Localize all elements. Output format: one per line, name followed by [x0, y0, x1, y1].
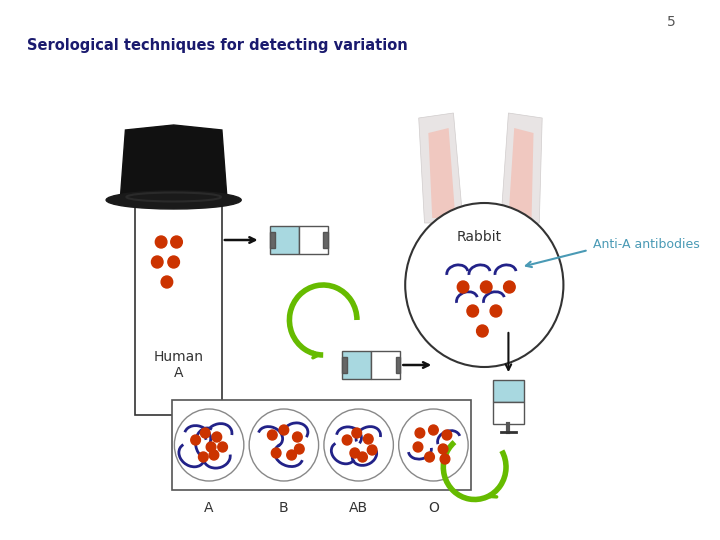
Ellipse shape: [106, 191, 241, 209]
Circle shape: [174, 409, 244, 481]
Circle shape: [490, 305, 502, 317]
Circle shape: [364, 434, 373, 444]
Polygon shape: [428, 128, 455, 218]
Circle shape: [249, 409, 319, 481]
FancyBboxPatch shape: [372, 351, 400, 379]
Circle shape: [200, 428, 210, 438]
Circle shape: [350, 448, 359, 458]
Circle shape: [477, 325, 488, 337]
FancyBboxPatch shape: [135, 205, 222, 415]
FancyBboxPatch shape: [299, 226, 328, 254]
Text: Rabbit: Rabbit: [457, 230, 502, 244]
Text: B: B: [279, 501, 289, 515]
Polygon shape: [500, 113, 542, 223]
Circle shape: [399, 409, 468, 481]
Circle shape: [271, 448, 281, 458]
Text: O: O: [428, 501, 439, 515]
Circle shape: [428, 425, 438, 435]
Circle shape: [199, 452, 208, 462]
Circle shape: [438, 444, 448, 454]
Text: Anti-A antibodies: Anti-A antibodies: [593, 239, 700, 252]
Circle shape: [206, 442, 216, 452]
Circle shape: [209, 450, 219, 460]
Circle shape: [294, 444, 304, 454]
Circle shape: [292, 432, 302, 442]
Circle shape: [367, 445, 377, 455]
FancyBboxPatch shape: [343, 357, 347, 373]
Text: A: A: [204, 501, 214, 515]
FancyBboxPatch shape: [493, 402, 524, 424]
Circle shape: [352, 428, 361, 438]
Circle shape: [324, 409, 393, 481]
Text: Serological techniques for detecting variation: Serological techniques for detecting var…: [27, 38, 408, 53]
Circle shape: [358, 452, 367, 462]
Circle shape: [480, 281, 492, 293]
FancyBboxPatch shape: [493, 380, 524, 402]
Circle shape: [191, 435, 200, 445]
Circle shape: [217, 442, 228, 452]
Circle shape: [151, 256, 163, 268]
Circle shape: [415, 428, 425, 438]
Text: 5: 5: [667, 15, 675, 29]
FancyBboxPatch shape: [323, 232, 328, 248]
Circle shape: [161, 276, 173, 288]
Circle shape: [156, 236, 167, 248]
Circle shape: [440, 454, 450, 464]
Text: AB: AB: [349, 501, 368, 515]
Circle shape: [342, 435, 352, 445]
Circle shape: [467, 305, 479, 317]
Polygon shape: [508, 128, 534, 218]
Circle shape: [171, 236, 182, 248]
Circle shape: [442, 430, 451, 440]
Text: Human
A: Human A: [153, 350, 204, 380]
Circle shape: [279, 425, 289, 435]
Circle shape: [168, 256, 179, 268]
FancyBboxPatch shape: [343, 351, 372, 379]
Polygon shape: [419, 113, 463, 223]
FancyBboxPatch shape: [395, 357, 400, 373]
Circle shape: [503, 281, 516, 293]
Circle shape: [457, 281, 469, 293]
FancyBboxPatch shape: [270, 232, 275, 248]
Circle shape: [212, 432, 222, 442]
FancyBboxPatch shape: [172, 400, 471, 490]
Circle shape: [405, 203, 564, 367]
Circle shape: [413, 442, 423, 452]
Polygon shape: [120, 125, 227, 200]
FancyBboxPatch shape: [270, 226, 299, 254]
Circle shape: [287, 450, 297, 460]
Circle shape: [425, 452, 434, 462]
Circle shape: [267, 430, 277, 440]
